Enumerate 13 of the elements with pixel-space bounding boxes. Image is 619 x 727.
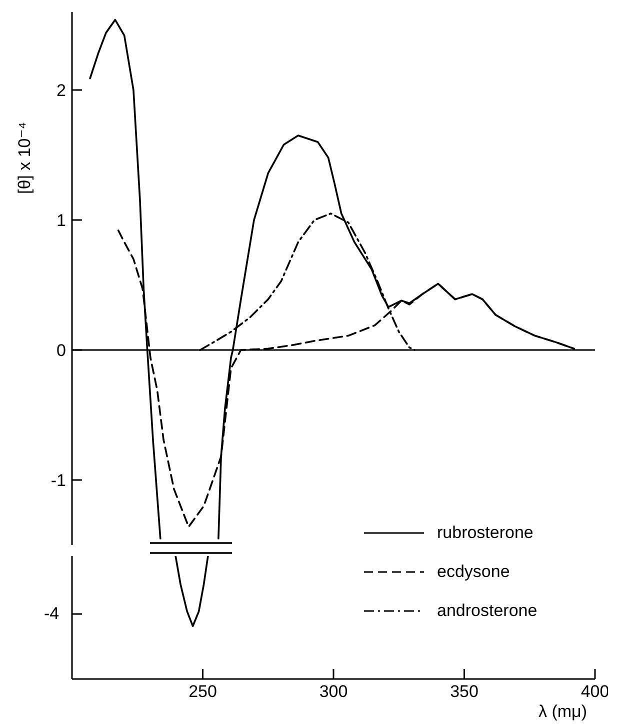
legend-label: rubrosterone — [437, 522, 534, 542]
legend-label: androsterone — [437, 600, 538, 620]
legend-label: ecdysone — [437, 562, 510, 582]
text: -4 — [44, 604, 60, 624]
y-tick-label: 0 — [56, 341, 66, 360]
y-tick-label: 1 — [56, 211, 66, 230]
x-tick-label: 300 — [319, 682, 348, 702]
x-tick-label: 350 — [450, 682, 478, 702]
x-axis-title: λ (mμ) — [538, 702, 587, 721]
y-tick-label: -1 — [50, 471, 66, 490]
x-tick-label: 250 — [188, 682, 217, 702]
y-tick-label: 2 — [56, 81, 66, 100]
y-axis-title: [θ] x 10⁻⁴ — [15, 122, 34, 194]
